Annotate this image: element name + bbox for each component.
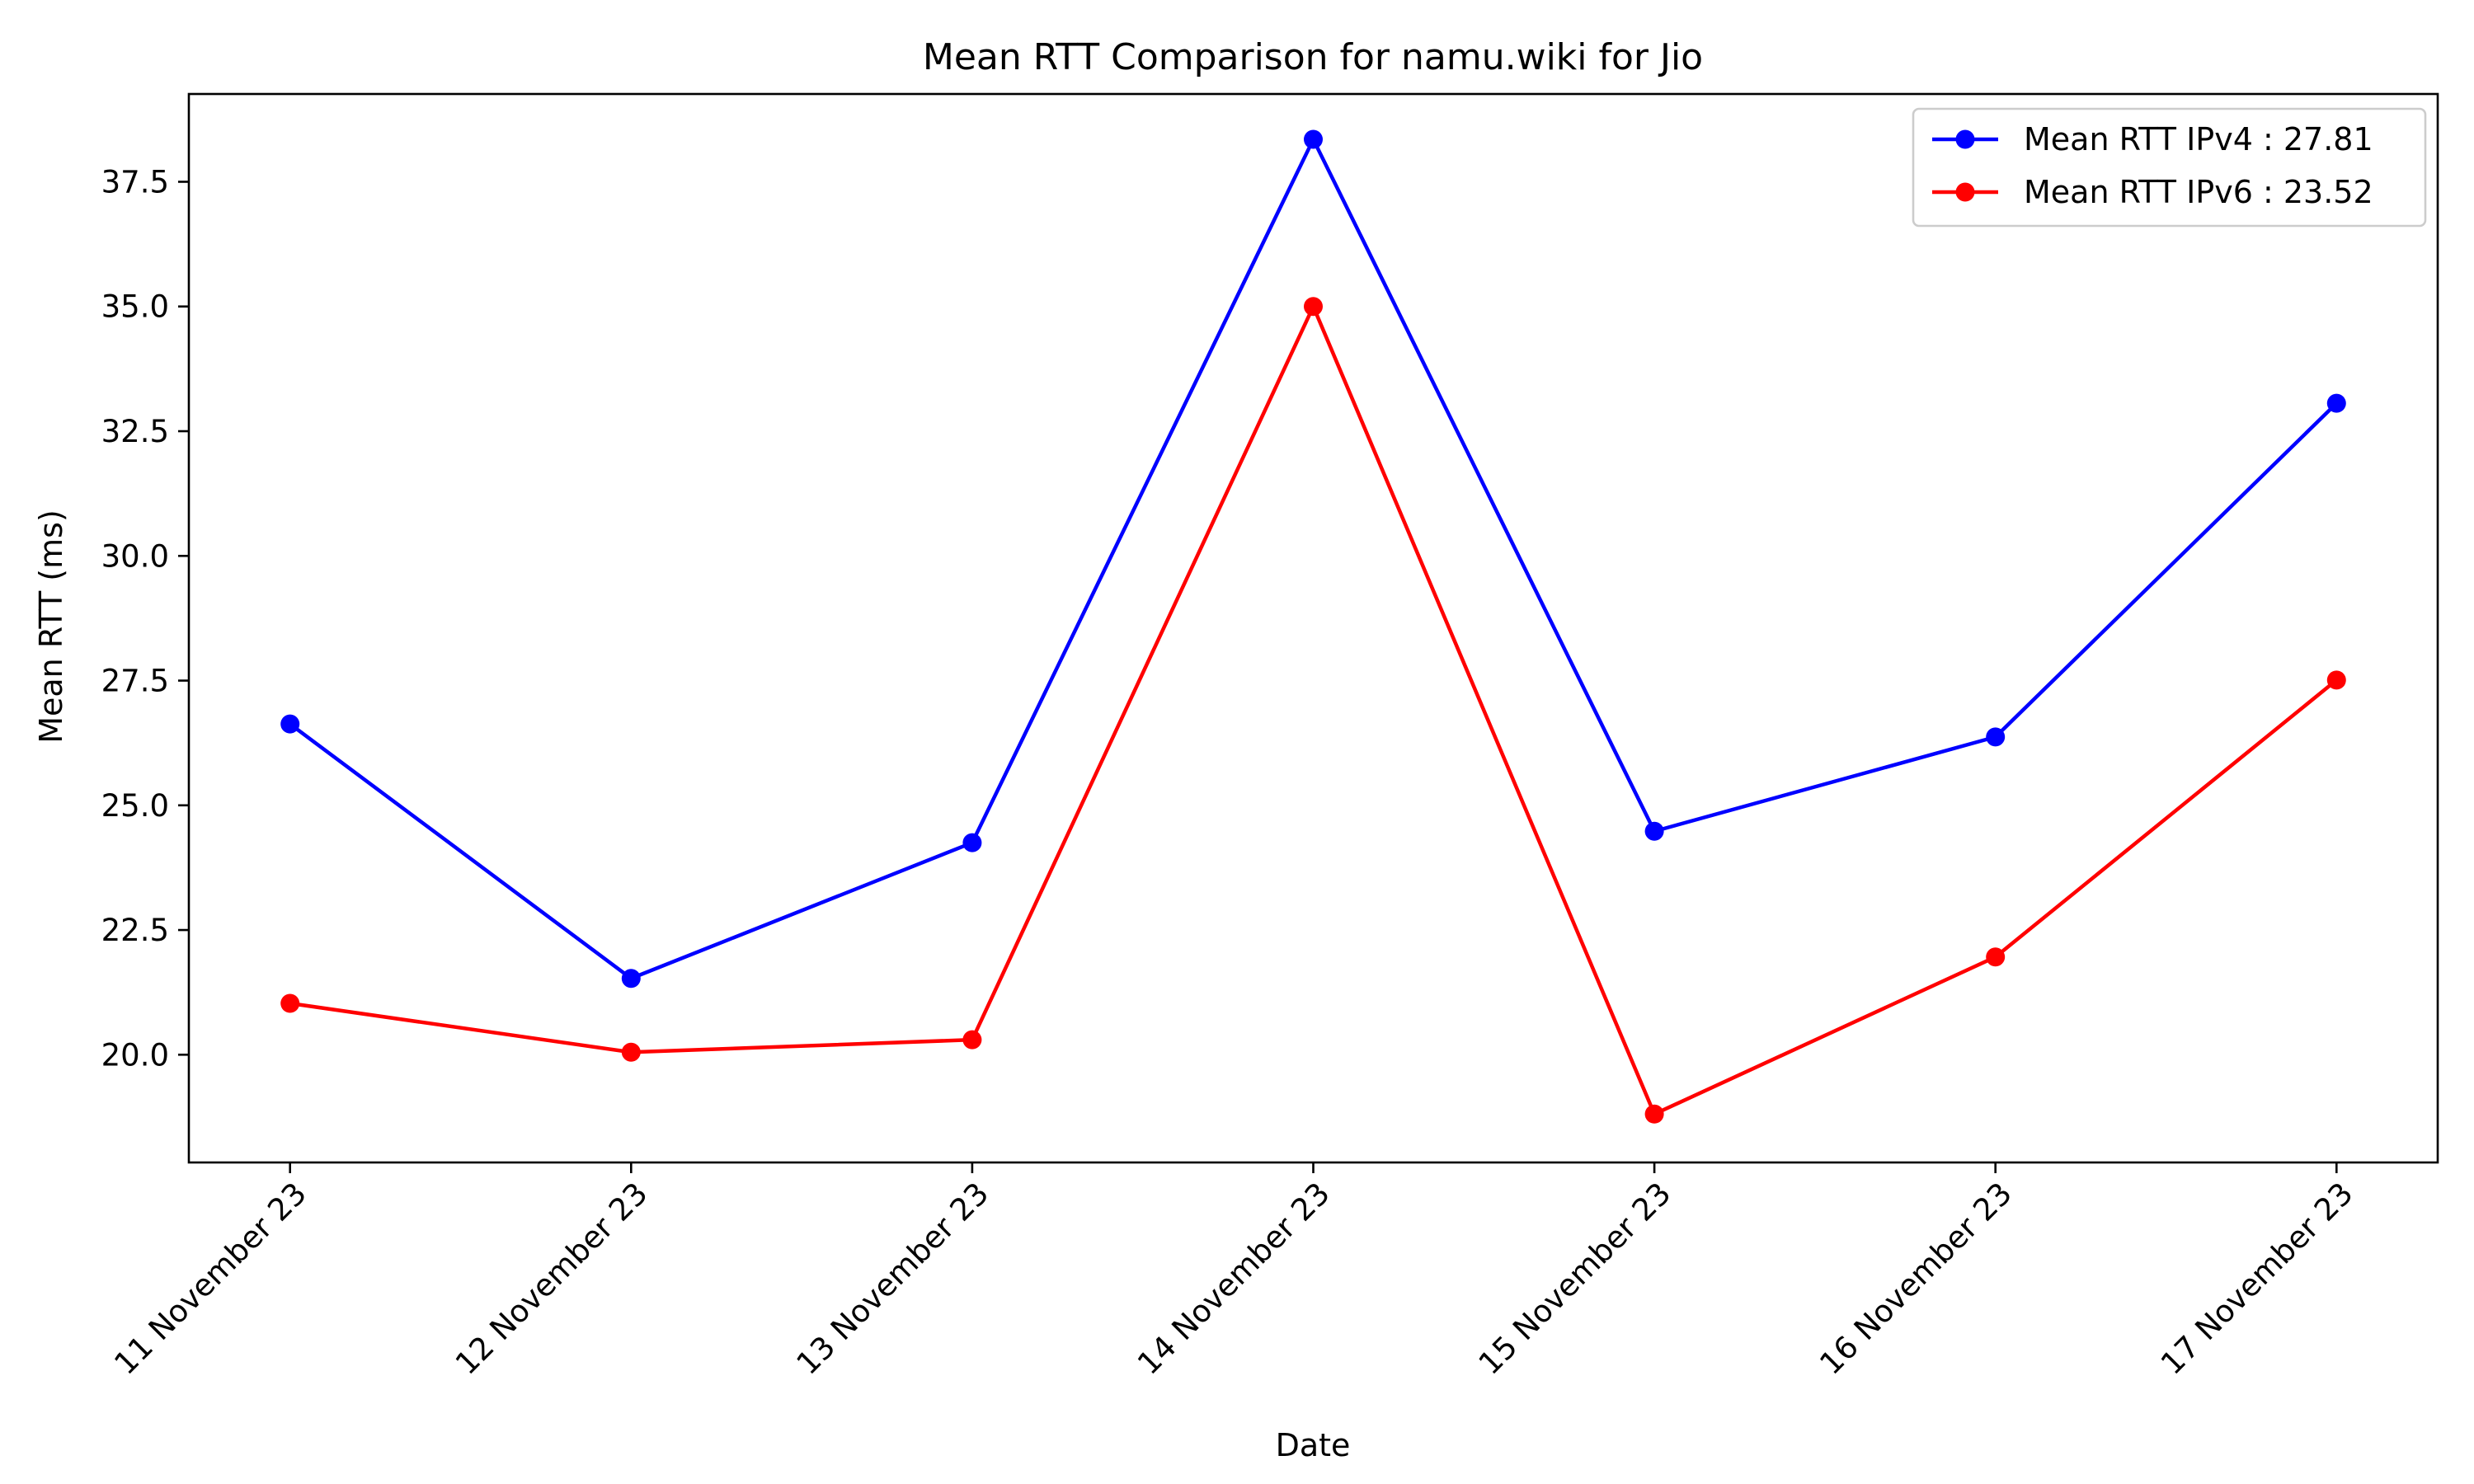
y-tick-label: 25.0 [101,788,169,824]
data-point [1986,947,2006,967]
data-point [1304,129,1323,149]
y-tick-label: 32.5 [101,414,169,449]
data-point [1304,297,1323,317]
data-point [280,993,300,1013]
x-axis-label: Date [1276,1427,1351,1463]
y-axis-label: Mean RTT (ms) [33,510,69,744]
y-tick-label: 30.0 [101,538,169,574]
data-point [1644,1104,1664,1124]
legend-marker [1955,129,1975,149]
data-point [621,1042,641,1062]
data-point [962,833,982,852]
chart-title: Mean RTT Comparison for namu.wiki for Ji… [923,36,1703,78]
data-point [2326,393,2346,413]
data-point [1644,821,1664,841]
y-tick-label: 37.5 [101,164,169,200]
data-point [2326,670,2346,690]
y-tick-label: 22.5 [101,913,169,948]
data-point [280,714,300,734]
y-tick-label: 35.0 [101,289,169,325]
legend-label: Mean RTT IPv4 : 27.81 [2024,121,2373,157]
data-point [621,969,641,989]
legend-label: Mean RTT IPv6 : 23.52 [2024,174,2373,210]
y-tick-label: 27.5 [101,664,169,699]
data-point [1986,727,2006,747]
legend: Mean RTT IPv4 : 27.81 Mean RTT IPv6 : 23.… [1912,107,2427,228]
legend-box [1912,107,2427,228]
y-tick-label: 20.0 [101,1037,169,1073]
legend-marker [1955,182,1975,202]
data-point [962,1030,982,1050]
